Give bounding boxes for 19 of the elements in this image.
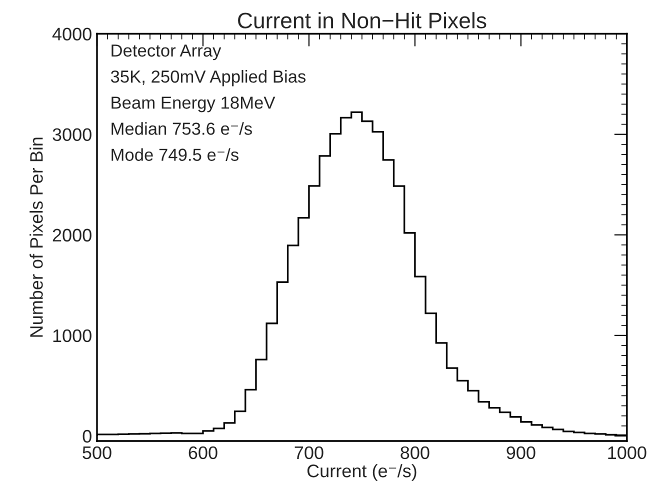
y-tick-label: 4000 bbox=[52, 28, 92, 40]
y-tick-label: 0 bbox=[82, 430, 92, 443]
x-tick-label: 500 bbox=[82, 446, 112, 460]
y-tick-label: 2000 bbox=[52, 228, 92, 242]
annotation: Beam Energy 18MeV bbox=[112, 96, 276, 112]
y-tick-label: 3000 bbox=[52, 128, 92, 142]
x-tick-label: 700 bbox=[294, 446, 324, 460]
annotation: Detector Array bbox=[112, 44, 222, 60]
chart-title: Current in Non−Hit Pixels bbox=[238, 12, 486, 28]
x-axis-title: Current (e⁻/s) bbox=[307, 464, 416, 481]
y-tick-label: 1000 bbox=[53, 329, 92, 342]
annotation: Median 753.6 e⁻/s bbox=[112, 122, 252, 135]
y-axis-title: Number of Pixels Per Bin bbox=[30, 138, 43, 337]
x-tick-label: 1000 bbox=[608, 446, 646, 460]
x-tick-label: 600 bbox=[188, 446, 218, 460]
x-tick-label: 800 bbox=[400, 446, 430, 460]
x-tick-label: 900 bbox=[506, 446, 536, 460]
annotation: Mode 749.5 e⁻/s bbox=[112, 148, 238, 161]
annotation: 35K, 250mV Applied Bias bbox=[110, 70, 306, 86]
